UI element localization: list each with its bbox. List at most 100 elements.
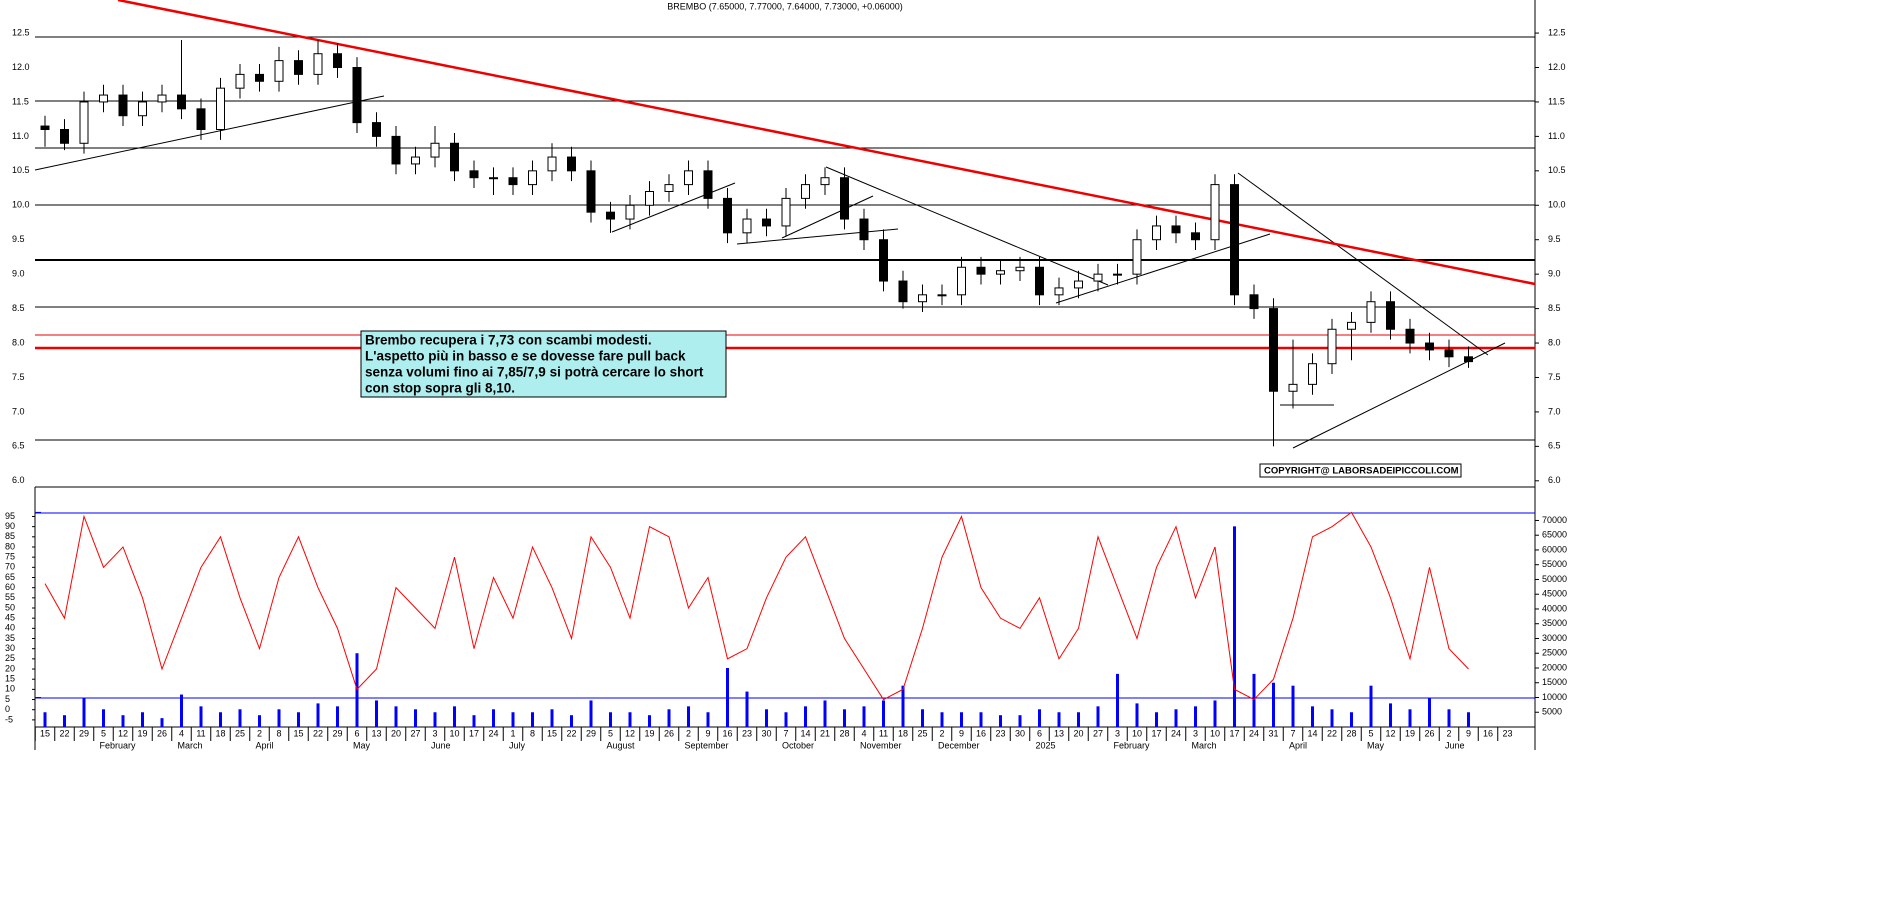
candle-body [625, 204, 635, 220]
x-tick-label: 8 [530, 728, 535, 738]
volume-bar [433, 712, 437, 727]
x-tick-label: 15 [40, 728, 50, 738]
x-tick-label: 5 [1368, 728, 1373, 738]
volume-bar [1057, 712, 1061, 727]
candle-body [996, 270, 1005, 275]
trend-line [34, 95, 385, 171]
volume-bar [414, 709, 417, 727]
volume-bar [1428, 697, 1431, 727]
candle-body [1405, 328, 1415, 344]
y-tick-label: 11.0 [1548, 131, 1565, 141]
volume-bar [63, 715, 66, 727]
y-tick-label: -5 [5, 714, 13, 724]
candle-body [898, 280, 908, 303]
volume-bar [979, 712, 983, 727]
x-tick-label: 2 [1446, 728, 1451, 738]
x-tick-label: 18 [215, 728, 225, 738]
x-tick-label: 30 [761, 728, 771, 738]
candle-body [313, 53, 323, 75]
candle-body [294, 60, 303, 75]
volume-bar [82, 697, 86, 727]
candle-body [664, 184, 674, 192]
volume-bar [472, 715, 476, 727]
volume-bar [589, 700, 593, 727]
candle-body [235, 73, 245, 89]
candle-body [508, 177, 518, 186]
y-tick-label: 90 [5, 521, 15, 531]
y-tick-label: 10.0 [12, 200, 30, 210]
annotation: senza volumi fino ai 7,85/7,9 si potrà c… [365, 365, 704, 380]
y2-tick-label: 35000 [1542, 618, 1567, 628]
volume-bar [1467, 712, 1470, 727]
x-tick-label: 22 [313, 728, 323, 738]
y2-tick-label: 60000 [1542, 544, 1567, 554]
month-label: July [509, 740, 526, 750]
month-label: August [607, 740, 636, 750]
candle-body [1152, 225, 1161, 241]
candle-body [411, 156, 420, 165]
x-tick-label: 17 [469, 728, 479, 738]
candle-body [1113, 273, 1122, 276]
month-label: May [353, 740, 371, 750]
candle-body [1171, 225, 1181, 234]
volume-bar [1408, 709, 1412, 727]
x-tick-label: 23 [1502, 728, 1512, 738]
y-tick-label: 75 [5, 552, 15, 562]
x-tick-label: 22 [59, 728, 69, 738]
candle-body [196, 108, 206, 130]
volume-bar [1194, 706, 1197, 727]
volume-bar [1350, 712, 1353, 727]
month-label: October [782, 740, 814, 750]
x-tick-label: 4 [861, 728, 866, 738]
candle-body [937, 294, 947, 297]
volume-bar [199, 706, 203, 727]
trend-line [825, 166, 1109, 286]
x-tick-label: 24 [1249, 728, 1259, 738]
volume-bar [355, 653, 359, 727]
y-tick-label: 5 [5, 694, 10, 704]
volume-bar [1174, 709, 1178, 727]
volume-bar [1077, 712, 1080, 727]
copyright-box [1259, 463, 1462, 478]
month-label: February [1114, 740, 1151, 750]
y-tick-label: 10.0 [1548, 200, 1566, 210]
month-label: September [685, 740, 729, 750]
y2-tick-label: 45000 [1542, 589, 1567, 599]
volume-bar [1330, 709, 1334, 727]
x-tick-label: 26 [664, 728, 674, 738]
y-tick-label: 11.5 [1548, 96, 1565, 106]
x-tick-label: 24 [1171, 728, 1181, 738]
x-tick-label: 24 [488, 728, 498, 738]
x-tick-label: 18 [898, 728, 908, 738]
volume-bar [765, 709, 768, 727]
volume-bar [1272, 682, 1275, 727]
volume-bar [1213, 700, 1217, 727]
candle-body [1015, 266, 1025, 272]
y2-tick-label: 5000 [1542, 707, 1562, 717]
candle-body [742, 218, 752, 234]
candle-body [430, 142, 440, 158]
candle-body [391, 135, 401, 165]
x-tick-label: 14 [800, 728, 810, 738]
month-label: June [1445, 740, 1465, 750]
y2-tick-label: 70000 [1542, 515, 1567, 525]
volume-bar [550, 709, 554, 727]
volume-bar [1135, 703, 1139, 727]
candle-body [138, 101, 147, 117]
x-tick-label: 2 [939, 728, 944, 738]
y-tick-label: 9.0 [12, 269, 25, 279]
candle-body [723, 197, 732, 234]
x-tick-label: 23 [995, 728, 1005, 738]
y-tick-label: 80 [5, 541, 15, 551]
volume-bar [394, 706, 398, 727]
x-tick-label: 19 [644, 728, 654, 738]
volume-bar [999, 715, 1002, 727]
x-tick-label: 28 [1346, 728, 1356, 738]
candle-body [957, 266, 966, 296]
candle-body [216, 87, 225, 130]
annotation: L'aspetto più in basso e se dovesse fare… [365, 349, 686, 364]
candle-body [1210, 184, 1220, 241]
candle-body [586, 170, 596, 213]
candle-body [820, 177, 830, 186]
y-tick-label: 8.0 [1548, 337, 1561, 347]
